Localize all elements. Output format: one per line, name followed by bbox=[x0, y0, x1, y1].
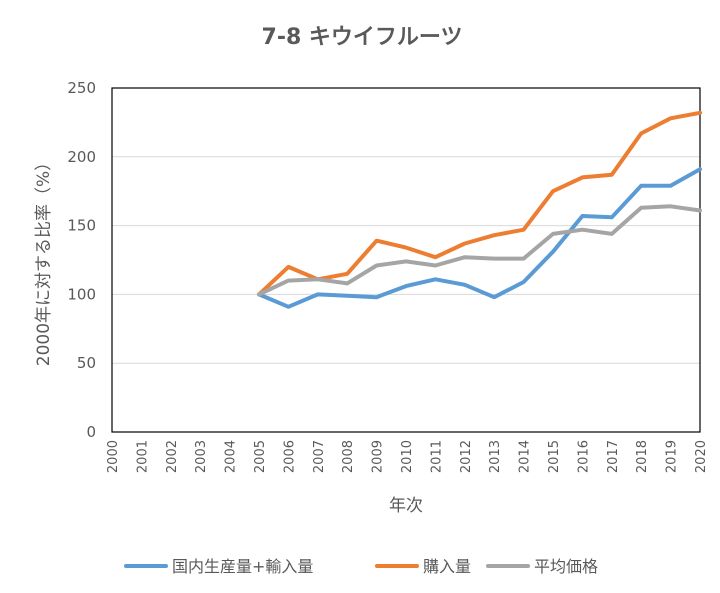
y-axis-label: 2000年に対する比率（%） bbox=[34, 154, 54, 366]
x-tick-label: 2016 bbox=[576, 440, 591, 473]
x-tick-label: 2017 bbox=[606, 440, 621, 473]
grid-lines bbox=[112, 156, 700, 364]
legend-label-2: 購入量 bbox=[423, 557, 471, 576]
x-tick-label: 2020 bbox=[694, 440, 709, 473]
x-axis-label: 年次 bbox=[389, 496, 423, 516]
x-tick-label: 2012 bbox=[459, 440, 474, 473]
chart-title: 7-8 キウイフルーツ bbox=[262, 25, 463, 50]
y-tick-label: 100 bbox=[67, 285, 96, 303]
y-tick-label: 150 bbox=[67, 217, 96, 235]
x-tick-label: 2018 bbox=[635, 440, 650, 473]
x-tick-label: 2015 bbox=[547, 440, 562, 473]
x-tick-label: 2008 bbox=[341, 440, 356, 473]
legend-label-1: 国内生産量+輸入量 bbox=[172, 557, 313, 576]
x-tick-label: 2007 bbox=[312, 440, 327, 473]
x-tick-label: 2000 bbox=[106, 440, 121, 473]
x-tick-label: 2019 bbox=[665, 440, 680, 473]
plot-frame bbox=[111, 87, 701, 433]
x-tick-label: 2010 bbox=[400, 440, 415, 473]
y-tick-label: 50 bbox=[77, 354, 96, 372]
x-tick-label: 2014 bbox=[518, 440, 533, 473]
y-tick-label: 250 bbox=[67, 79, 96, 97]
x-tick-label: 2005 bbox=[253, 440, 268, 473]
series-line-3 bbox=[257, 204, 702, 297]
y-axis-ticks: 0 50 100 150 200 250 bbox=[67, 79, 96, 441]
legend: 国内生産量+輸入量 購入量 平均価格 bbox=[124, 557, 598, 576]
x-tick-label: 2011 bbox=[429, 440, 444, 473]
x-tick-label: 2003 bbox=[194, 440, 209, 473]
y-tick-label: 0 bbox=[86, 423, 96, 441]
series-line-2 bbox=[257, 110, 702, 297]
x-tick-label: 2004 bbox=[224, 440, 239, 473]
legend-label-3: 平均価格 bbox=[534, 557, 598, 576]
y-tick-label: 200 bbox=[67, 148, 96, 166]
x-tick-label: 2001 bbox=[135, 440, 150, 473]
x-tick-label: 2006 bbox=[282, 440, 297, 473]
x-tick-label: 2002 bbox=[165, 440, 180, 473]
x-tick-label: 2013 bbox=[488, 440, 503, 473]
x-tick-label: 2009 bbox=[371, 440, 386, 473]
series-lines bbox=[257, 110, 702, 309]
series-line-1 bbox=[257, 167, 702, 309]
x-axis-ticks: 2000 2001 2002 2003 2004 2005 2006 2007 2008 2009… bbox=[106, 440, 709, 473]
